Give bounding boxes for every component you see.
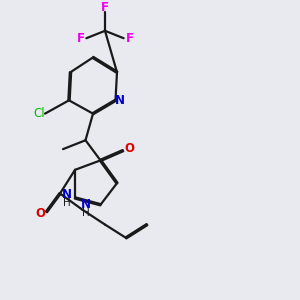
Text: N: N xyxy=(115,94,125,107)
Text: O: O xyxy=(35,207,46,220)
Text: O: O xyxy=(124,142,134,155)
Text: F: F xyxy=(76,32,84,45)
Text: F: F xyxy=(126,32,134,45)
Text: H: H xyxy=(63,198,70,208)
Text: H: H xyxy=(82,208,89,218)
Text: N: N xyxy=(61,188,72,201)
Text: N: N xyxy=(80,198,91,211)
Text: F: F xyxy=(101,1,109,13)
Text: Cl: Cl xyxy=(34,107,45,120)
